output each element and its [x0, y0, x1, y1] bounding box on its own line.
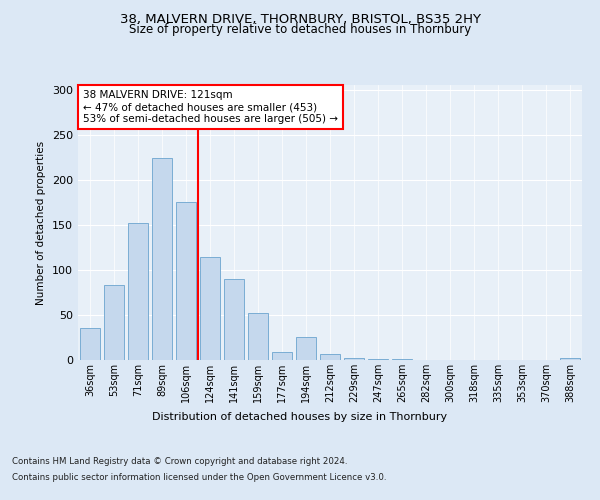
Bar — [80, 328, 100, 360]
Text: Contains public sector information licensed under the Open Government Licence v3: Contains public sector information licen… — [12, 472, 386, 482]
Bar — [152, 158, 172, 360]
Bar — [296, 338, 316, 360]
Bar — [128, 223, 148, 360]
Text: Size of property relative to detached houses in Thornbury: Size of property relative to detached ho… — [129, 22, 471, 36]
Bar — [272, 352, 292, 360]
Bar — [368, 359, 388, 360]
Bar — [320, 354, 340, 360]
Bar — [344, 358, 364, 360]
Bar — [224, 279, 244, 360]
Bar — [392, 359, 412, 360]
Text: 38 MALVERN DRIVE: 121sqm
← 47% of detached houses are smaller (453)
53% of semi-: 38 MALVERN DRIVE: 121sqm ← 47% of detach… — [83, 90, 338, 124]
Text: 38, MALVERN DRIVE, THORNBURY, BRISTOL, BS35 2HY: 38, MALVERN DRIVE, THORNBURY, BRISTOL, B… — [119, 12, 481, 26]
Bar — [176, 202, 196, 360]
Text: Distribution of detached houses by size in Thornbury: Distribution of detached houses by size … — [152, 412, 448, 422]
Bar — [248, 313, 268, 360]
Bar — [200, 257, 220, 360]
Y-axis label: Number of detached properties: Number of detached properties — [37, 140, 46, 304]
Bar — [560, 358, 580, 360]
Bar — [104, 285, 124, 360]
Text: Contains HM Land Registry data © Crown copyright and database right 2024.: Contains HM Land Registry data © Crown c… — [12, 458, 347, 466]
